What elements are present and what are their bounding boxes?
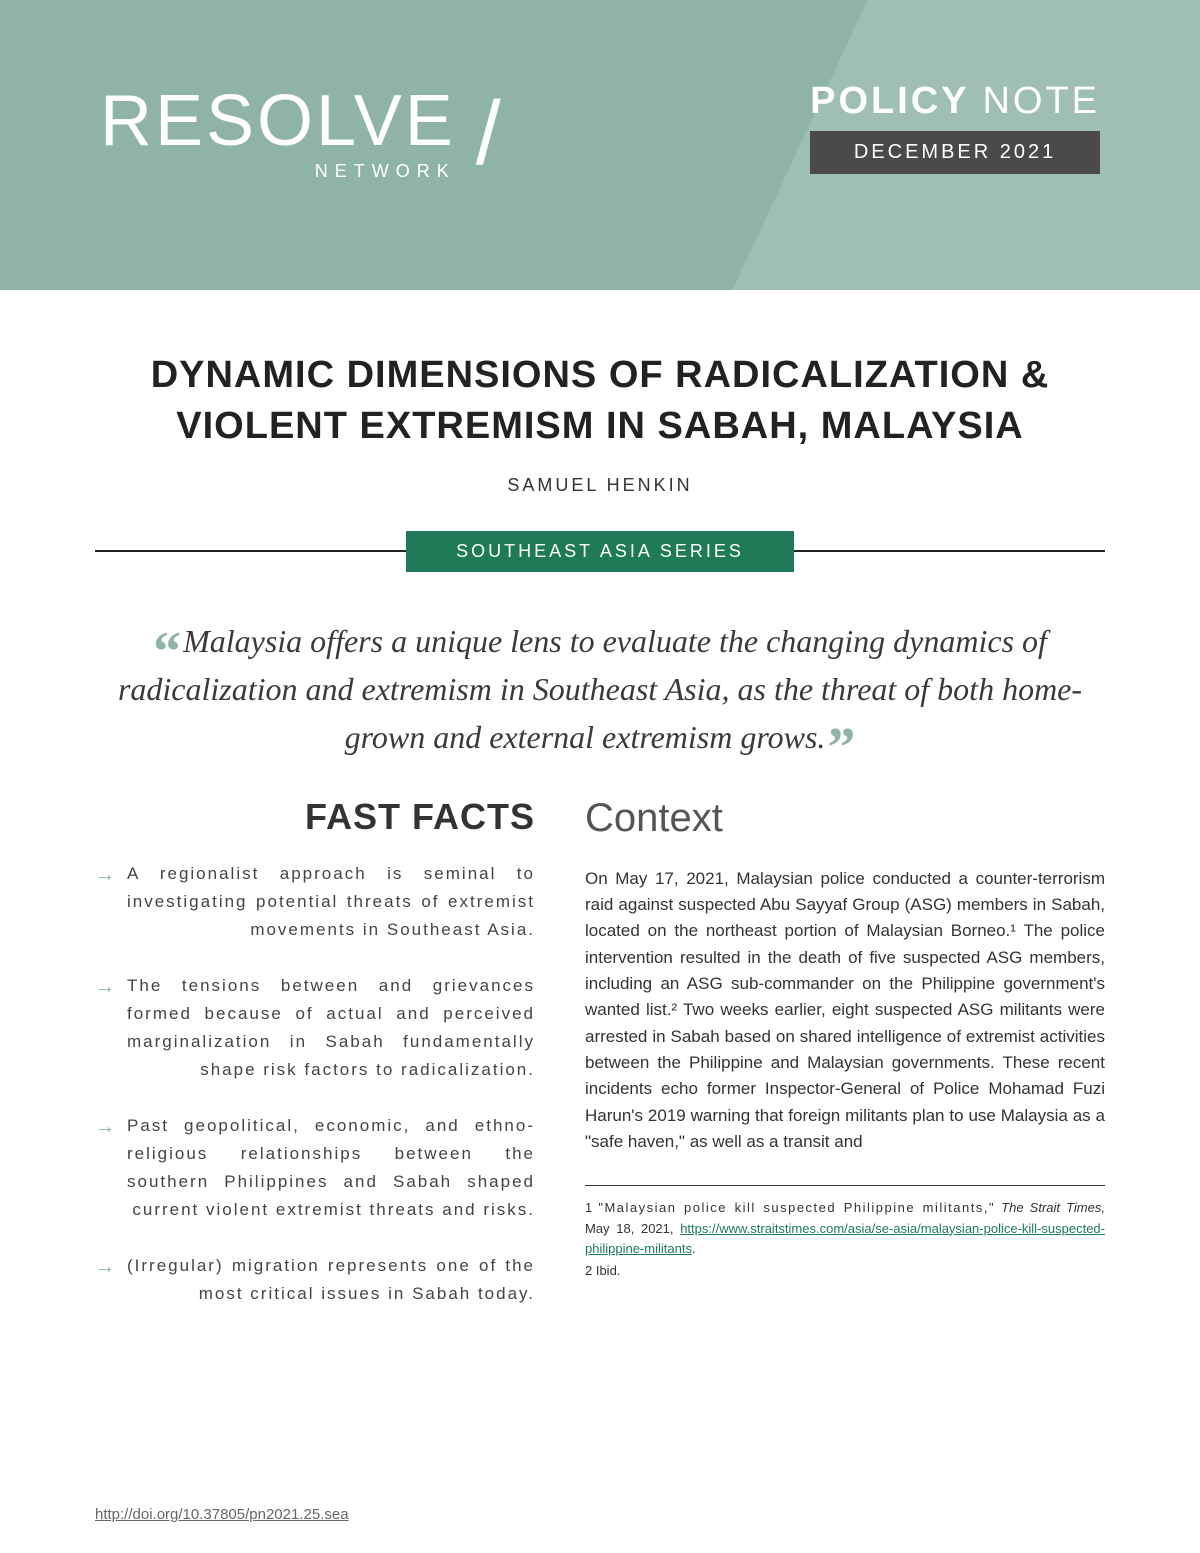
policy-label: POLICY NOTE <box>810 80 1100 123</box>
fact-text: Past geopolitical, economic, and ethno-r… <box>127 1112 535 1224</box>
doi-link[interactable]: http://doi.org/10.37805/pn2021.25.sea <box>95 1506 349 1523</box>
footnote-1: 1 "Malaysian police kill suspected Phili… <box>585 1198 1105 1258</box>
header-banner: RESOLVE NETWORK / POLICY NOTE DECEMBER 2… <box>0 0 1200 290</box>
policy-badge: POLICY NOTE DECEMBER 2021 <box>810 80 1100 174</box>
arrow-icon: → <box>95 1252 115 1308</box>
arrow-icon: → <box>95 1112 115 1224</box>
fast-facts-heading: FAST FACTS <box>95 796 535 838</box>
series-label: SOUTHEAST ASIA SERIES <box>406 531 794 572</box>
fact-item: → The tensions between and grievances fo… <box>95 972 535 1084</box>
context-body: On May 17, 2021, Malaysian police conduc… <box>585 866 1105 1156</box>
fast-facts-column: FAST FACTS → A regionalist approach is s… <box>95 796 535 1337</box>
footnote-source: The Strait Times, <box>1001 1200 1105 1215</box>
author-name: SAMUEL HENKIN <box>0 475 1200 496</box>
quote-open-icon: “ <box>153 621 181 683</box>
quote-close-icon: ” <box>827 717 855 779</box>
footnote-date: May 18, 2021, <box>585 1221 674 1236</box>
footnote-number: 1 <box>585 1200 592 1215</box>
divider-line <box>794 550 1105 552</box>
fact-item: → A regionalist approach is seminal to i… <box>95 860 535 944</box>
logo-slash: / <box>476 89 501 179</box>
arrow-icon: → <box>95 972 115 1084</box>
divider-line <box>95 550 406 552</box>
pull-quote: “Malaysia offers a unique lens to evalua… <box>100 617 1100 761</box>
arrow-icon: → <box>95 860 115 944</box>
footnote-title: "Malaysian police kill suspected Philipp… <box>598 1200 995 1215</box>
footnote-2: 2 Ibid. <box>585 1263 1105 1278</box>
series-bar: SOUTHEAST ASIA SERIES <box>95 531 1105 572</box>
content-columns: FAST FACTS → A regionalist approach is s… <box>95 796 1105 1337</box>
document-title: DYNAMIC DIMENSIONS OF RADICALIZATION & V… <box>70 350 1130 453</box>
pull-quote-text: Malaysia offers a unique lens to evaluat… <box>118 623 1082 755</box>
policy-label-thin: NOTE <box>982 80 1100 122</box>
logo-block: RESOLVE NETWORK / <box>100 85 501 182</box>
logo-main: RESOLVE <box>100 85 456 157</box>
policy-label-bold: POLICY <box>810 80 969 122</box>
logo-sub: NETWORK <box>315 161 456 182</box>
fact-item: → (Irregular) migration represents one o… <box>95 1252 535 1308</box>
context-heading: Context <box>585 796 1105 841</box>
footnote-divider <box>585 1185 1105 1186</box>
fact-text: The tensions between and grievances form… <box>127 972 535 1084</box>
fact-text: A regionalist approach is seminal to inv… <box>127 860 535 944</box>
policy-date: DECEMBER 2021 <box>810 131 1100 174</box>
context-column: Context On May 17, 2021, Malaysian polic… <box>585 796 1105 1337</box>
fact-text: (Irregular) migration represents one of … <box>127 1252 535 1308</box>
fact-item: → Past geopolitical, economic, and ethno… <box>95 1112 535 1224</box>
